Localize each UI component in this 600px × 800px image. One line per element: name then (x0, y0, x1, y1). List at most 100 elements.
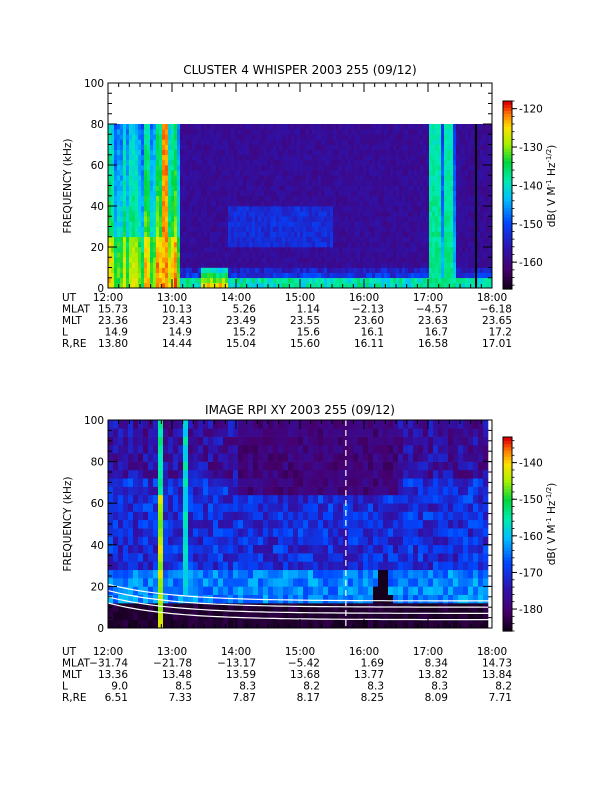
spectrogram-cell (210, 231, 214, 238)
spectrogram-cell (198, 165, 202, 171)
spectrogram-cell (390, 272, 394, 279)
spectrogram-cell (189, 231, 193, 238)
spectrogram-cell (165, 175, 169, 181)
spectrogram-cell (363, 195, 367, 202)
spectrogram-cell (288, 149, 292, 156)
spectrogram-cell (378, 257, 382, 263)
spectrogram-cell (153, 282, 157, 289)
spectrogram-cell (228, 175, 232, 181)
spectrogram-cell (186, 175, 190, 181)
spectrogram-cell (357, 282, 361, 289)
spectrogram-cell (234, 236, 238, 243)
spectrogram-cell (333, 139, 337, 145)
spectrogram-cell (192, 211, 196, 217)
spectrogram-cell (291, 257, 295, 263)
spectrogram-cell (231, 257, 235, 263)
spectrogram-cell (324, 226, 328, 232)
spectrogram-cell (128, 444, 134, 454)
spectrogram-cell (165, 124, 169, 130)
spectrogram-cell (450, 134, 454, 140)
spectrogram-cell (483, 180, 487, 186)
spectrogram-cell (264, 277, 268, 284)
spectrogram-cell (399, 159, 403, 166)
spectrogram-cell (135, 124, 139, 130)
spectrogram-cell (222, 272, 226, 279)
spectrogram-cell (261, 231, 265, 238)
spectrogram-cell (228, 569, 234, 579)
spectrogram-cell (138, 129, 142, 135)
spectrogram-cell (477, 216, 481, 222)
spectrogram-cell (171, 124, 175, 130)
spectrogram-cell (384, 170, 388, 176)
spectrogram-cell (246, 206, 250, 212)
spectrogram-cell (198, 536, 204, 546)
spectrogram-cell (222, 231, 226, 238)
spectrogram-cell (402, 277, 406, 284)
spectrogram-cell (213, 453, 219, 462)
spectrogram-cell (252, 170, 256, 176)
spectrogram-cell (345, 257, 349, 263)
spectrogram-cell (147, 165, 151, 171)
spectrogram-cell (108, 619, 114, 629)
spectrogram-cell (240, 211, 244, 217)
spectrogram-cell (216, 252, 220, 258)
spectrogram-cell (360, 226, 364, 232)
spectrogram-cell (339, 165, 343, 171)
spectrogram-cell (477, 154, 481, 161)
spectrogram-cell (126, 241, 130, 248)
spectrogram-cell (396, 175, 400, 181)
spectrogram-cell (291, 129, 295, 135)
spectrogram-cell (141, 129, 145, 135)
spectrogram-cell (111, 282, 115, 289)
spectrogram-cell (366, 195, 370, 202)
spectrogram-cell (336, 252, 340, 258)
spectrogram-cell (210, 129, 214, 135)
spectrogram-cell (441, 149, 445, 156)
spectrogram-cell (228, 206, 232, 212)
spectrogram-cell (258, 262, 262, 268)
spectrogram-cell (174, 247, 178, 253)
spectrogram-cell (291, 165, 295, 171)
spectrogram-cell (288, 231, 292, 238)
spectrogram-cell (393, 226, 397, 232)
spectrogram-cell (147, 252, 151, 258)
spectrogram-cell (309, 134, 313, 140)
spectrogram-cell (414, 170, 418, 176)
spectrogram-cell (246, 165, 250, 171)
spectrogram-cell (387, 206, 391, 212)
spectrogram-cell (178, 486, 184, 496)
spectrogram-cell (118, 511, 124, 521)
spectrogram-cell (270, 267, 274, 273)
spectrogram-cell (258, 247, 262, 253)
spectrogram-cell (357, 154, 361, 161)
spectrogram-cell (477, 226, 481, 232)
spectrogram-cell (203, 461, 209, 471)
spectrogram-cell (285, 216, 289, 222)
spectrogram-cell (223, 611, 229, 620)
spectrogram-cell (381, 277, 385, 284)
spectrogram-cell (465, 175, 469, 181)
spectrogram-cell (399, 252, 403, 258)
spectrogram-cell (360, 139, 364, 145)
spectrogram-cell (243, 277, 247, 284)
spectrogram-cell (129, 149, 133, 156)
spectrogram-cell (210, 241, 214, 248)
cluster-ephemeris-table: UT 12:00 13:00 14:00 15:00 16:00 17:00 18:00MLA… (62, 292, 512, 350)
spectrogram-cell (143, 603, 149, 612)
spectrogram-cell (195, 241, 199, 248)
spectrogram-cell (381, 159, 385, 166)
spectrogram-cell (158, 569, 164, 579)
spectrogram-cell (171, 175, 175, 181)
spectrogram-cell (402, 175, 406, 181)
spectrogram-cell (246, 159, 250, 166)
spectrogram-cell (357, 262, 361, 268)
spectrogram-cell (173, 611, 179, 620)
spectrogram-cell (273, 236, 277, 243)
ephemeris-value: 14:00 (221, 292, 251, 304)
spectrogram-cell (282, 195, 286, 202)
spectrogram-cell (306, 124, 310, 130)
spectrogram-cell (228, 231, 232, 238)
spectrogram-cell (432, 200, 436, 207)
spectrogram-cell (429, 257, 433, 263)
spectrogram-cell (336, 216, 340, 222)
